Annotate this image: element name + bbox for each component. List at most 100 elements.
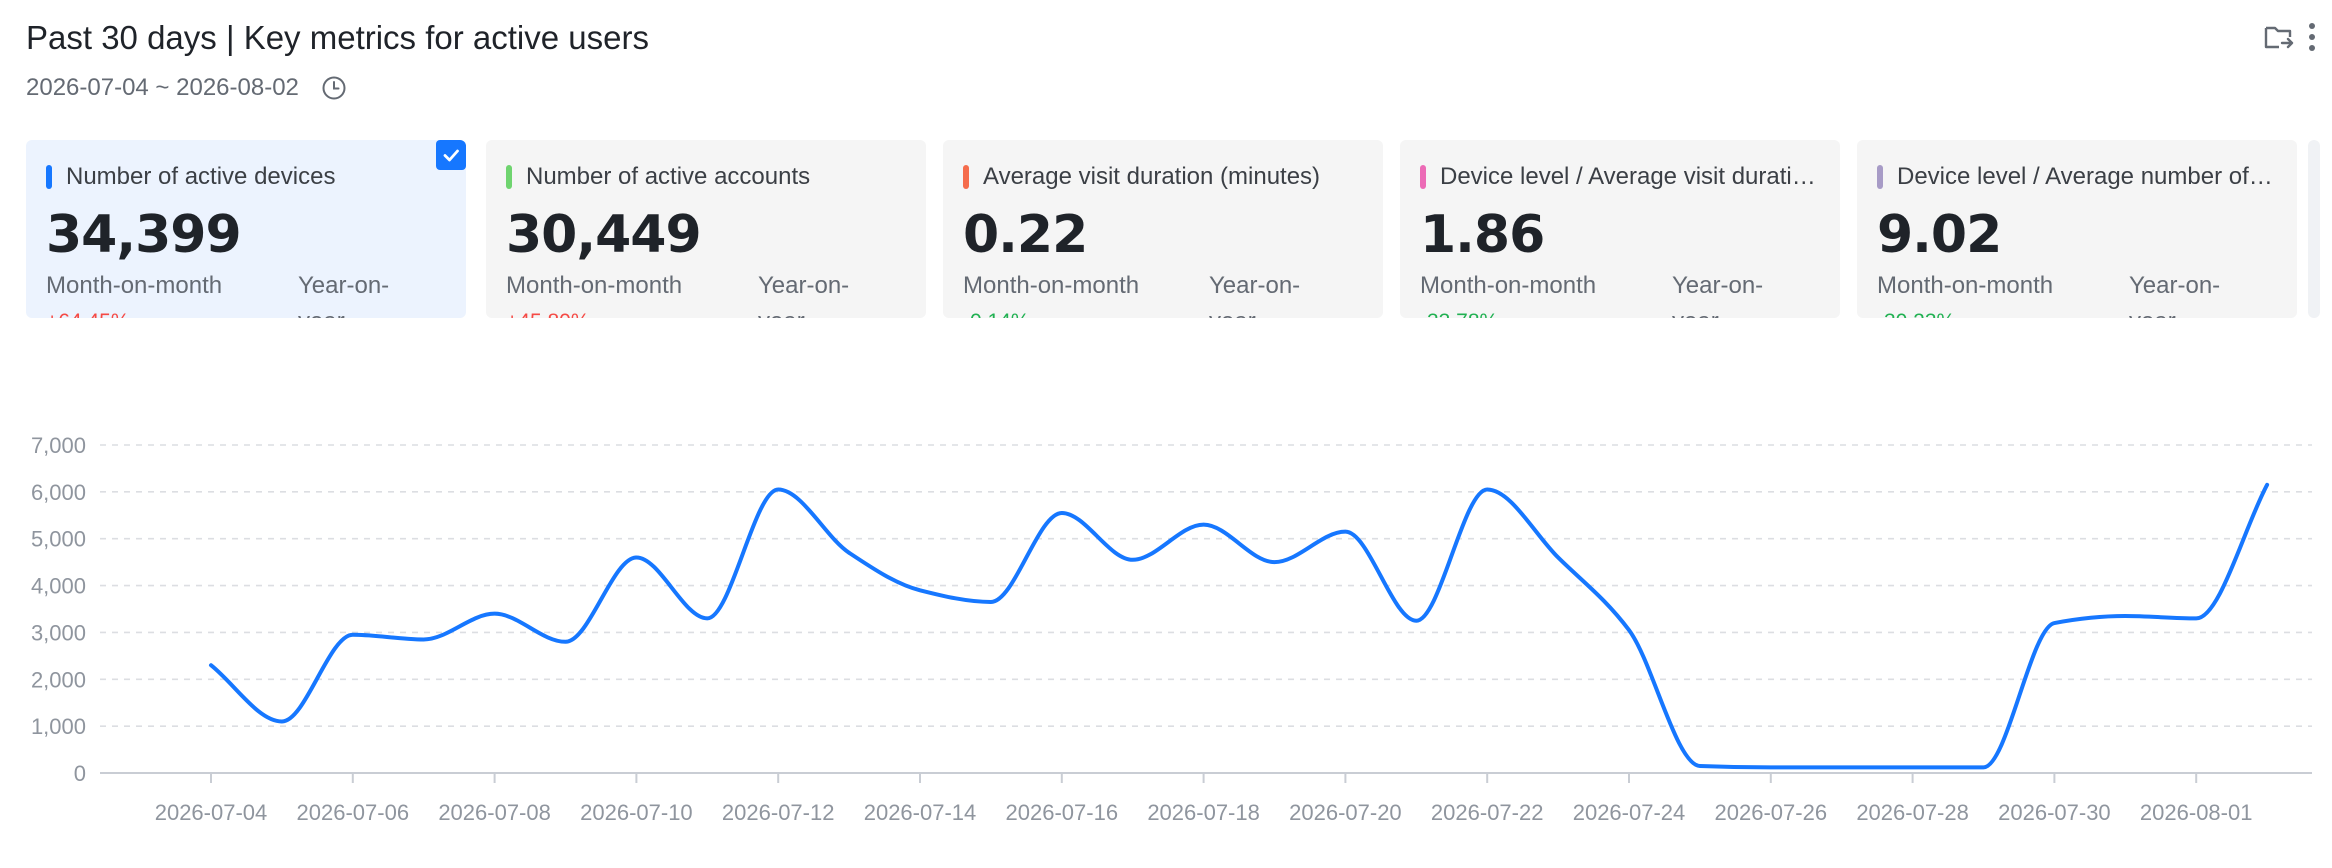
metric-card-average-visit-duration[interactable]: Average visit duration (minutes) 0.22 Mo…: [943, 140, 1383, 318]
data-point: [1627, 628, 1631, 632]
mom-value: -33.78%: [1420, 304, 1596, 318]
x-tick-label: 2026-07-10: [580, 800, 693, 825]
metric-label: Device level / Average visit duration (m…: [1440, 163, 1820, 190]
next-card-edge[interactable]: [2308, 140, 2320, 318]
data-point: [493, 612, 497, 616]
x-tick-label: 2026-07-28: [1856, 800, 1969, 825]
data-point: [209, 663, 213, 667]
x-tick-label: 2026-07-12: [722, 800, 835, 825]
mom-value: +45.80%: [506, 304, 682, 318]
data-point: [1202, 523, 1206, 527]
y-tick-label: 4,000: [31, 574, 86, 599]
page-title: Past 30 days | Key metrics for active us…: [26, 19, 649, 56]
accent-marker: [963, 165, 969, 189]
data-point: [2194, 616, 2198, 620]
metric-label: Device level / Average number of visits: [1897, 163, 2277, 190]
y-tick-label: 0: [74, 761, 86, 786]
metric-card-device-level-visits[interactable]: Device level / Average number of visits …: [1857, 140, 2297, 318]
y-tick-label: 1,000: [31, 714, 86, 739]
metric-cards: Number of active devices 34,399 Month-on…: [26, 140, 2332, 320]
mom-label: Month-on-month: [1420, 272, 1597, 299]
mom-block: Month-on-month -0.14%: [963, 268, 1139, 318]
data-point: [422, 637, 426, 641]
metric-value: 1.86: [1420, 205, 1545, 265]
mom-block: Month-on-month -33.78%: [1420, 268, 1596, 318]
data-point: [989, 600, 993, 604]
yoy-value: --: [359, 309, 374, 318]
metric-card-active-devices[interactable]: Number of active devices 34,399 Month-on…: [26, 140, 466, 318]
accent-marker: [1420, 165, 1426, 189]
yoy-block: Year-on-year--: [298, 268, 408, 318]
data-point: [1060, 511, 1064, 515]
yoy-block: Year-on-year--: [2129, 268, 2239, 318]
data-point: [776, 488, 780, 492]
clock-icon[interactable]: [321, 75, 347, 101]
yoy-block: Year-on-year--: [1672, 268, 1782, 318]
data-point: [1911, 765, 1915, 769]
x-tick-label: 2026-07-16: [1006, 800, 1119, 825]
x-tick-label: 2026-07-30: [1998, 800, 2111, 825]
mom-block: Month-on-month -30.23%: [1877, 268, 2053, 318]
x-tick-label: 2026-08-01: [2140, 800, 2253, 825]
metric-label: Average visit duration (minutes): [983, 163, 1321, 190]
yoy-label: Year-on-year: [758, 272, 850, 318]
date-row: 2026-07-04 ~ 2026-08-02: [26, 74, 649, 102]
data-point: [1131, 558, 1135, 562]
y-tick-label: 2,000: [31, 667, 86, 692]
metric-value: 34,399: [46, 205, 242, 265]
data-point: [1698, 764, 1702, 768]
x-tick-label: 2026-07-26: [1715, 800, 1828, 825]
selected-checkbox[interactable]: [436, 140, 466, 170]
series-line: [209, 482, 2270, 770]
metric-card-active-accounts[interactable]: Number of active accounts 30,449 Month-o…: [486, 140, 926, 318]
yoy-value: --: [1270, 309, 1285, 318]
data-point: [351, 633, 355, 637]
data-point: [705, 616, 709, 620]
data-point: [2123, 614, 2127, 618]
mom-value: +64.45%: [46, 304, 222, 318]
metric-label: Number of active accounts: [526, 163, 811, 190]
date-range: 2026-07-04 ~ 2026-08-02: [26, 74, 299, 101]
data-point: [1273, 560, 1277, 564]
check-icon: [443, 149, 459, 162]
folder-export-icon[interactable]: [2262, 20, 2296, 59]
yoy-value: --: [819, 309, 834, 318]
more-vertical-icon[interactable]: [2306, 20, 2318, 59]
yoy-label: Year-on-year: [2129, 272, 2221, 318]
yoy-value: --: [1733, 309, 1748, 318]
yoy-block: Year-on-year--: [758, 268, 868, 318]
mom-label: Month-on-month: [1877, 272, 2054, 299]
x-tick-label: 2026-07-04: [155, 800, 268, 825]
data-point: [2265, 483, 2269, 487]
data-point: [634, 555, 638, 559]
mom-label: Month-on-month: [963, 272, 1140, 299]
mom-label: Month-on-month: [46, 272, 223, 299]
x-tick-label: 2026-07-20: [1289, 800, 1402, 825]
x-tick-label: 2026-07-06: [297, 800, 410, 825]
data-point: [1769, 765, 1773, 769]
data-point: [2052, 621, 2056, 625]
data-point: [918, 588, 922, 592]
mom-block: Month-on-month +45.80%: [506, 268, 682, 318]
data-point: [280, 719, 284, 723]
mom-value: -30.23%: [1877, 304, 2053, 318]
metric-card-device-level-visit-duration[interactable]: Device level / Average visit duration (m…: [1400, 140, 1840, 318]
mom-label: Month-on-month: [506, 272, 683, 299]
y-tick-label: 7,000: [31, 433, 86, 458]
data-point: [1982, 765, 1986, 769]
mom-block: Month-on-month +64.45%: [46, 268, 222, 318]
data-point: [1840, 765, 1844, 769]
accent-marker: [1877, 165, 1883, 189]
yoy-label: Year-on-year: [298, 272, 390, 318]
x-tick-label: 2026-07-24: [1573, 800, 1686, 825]
data-point: [847, 551, 851, 555]
metric-label: Number of active devices: [66, 163, 336, 190]
x-tick-label: 2026-07-14: [864, 800, 977, 825]
top-actions: [2262, 20, 2318, 59]
yoy-value: --: [2190, 309, 2205, 318]
yoy-label: Year-on-year: [1209, 272, 1301, 318]
active-devices-line-chart: 0 1,000 2,000 3,000 4,000 5,000 6,000 7,000 2026…: [31, 433, 2312, 825]
y-tick-label: 3,000: [31, 620, 86, 645]
metric-value: 9.02: [1877, 205, 2002, 265]
accent-marker: [46, 165, 52, 189]
